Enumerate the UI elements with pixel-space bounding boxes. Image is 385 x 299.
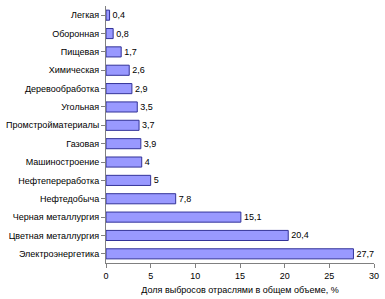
svg-text:20,4: 20,4 (291, 230, 309, 240)
svg-text:0: 0 (103, 271, 108, 281)
svg-text:Цветная металлургия: Цветная металлургия (9, 231, 100, 241)
svg-text:Газовая: Газовая (66, 139, 99, 149)
svg-text:3,9: 3,9 (144, 139, 157, 149)
svg-text:Легкая: Легкая (71, 10, 99, 20)
svg-text:Деревообработка: Деревообработка (25, 84, 99, 94)
svg-text:25: 25 (324, 271, 334, 281)
svg-text:10: 10 (190, 271, 200, 281)
svg-text:Электроэнергетика: Электроэнергетика (19, 249, 99, 259)
svg-text:2,9: 2,9 (135, 84, 148, 94)
svg-text:20: 20 (280, 271, 290, 281)
svg-text:Машиностроение: Машиностроение (26, 157, 99, 167)
svg-text:7,8: 7,8 (179, 194, 192, 204)
svg-text:5: 5 (148, 271, 153, 281)
svg-text:Доля выбросов отраслями в обще: Доля выбросов отраслями в общем объеме, … (141, 285, 338, 295)
svg-text:5: 5 (154, 175, 159, 185)
svg-text:1,7: 1,7 (124, 47, 137, 57)
svg-text:27,7: 27,7 (356, 249, 374, 259)
svg-text:Черная металлургия: Черная металлургия (13, 212, 99, 222)
svg-text:2,6: 2,6 (132, 65, 145, 75)
svg-text:15: 15 (235, 271, 245, 281)
svg-text:Нефтедобыча: Нефтедобыча (40, 194, 99, 204)
svg-text:4: 4 (145, 157, 150, 167)
svg-text:Промстройматериалы: Промстройматериалы (6, 120, 99, 130)
svg-text:15,1: 15,1 (244, 212, 262, 222)
svg-text:Угольная: Угольная (61, 102, 99, 112)
svg-text:Нефтепереработка: Нефтепереработка (18, 176, 99, 186)
svg-text:Химическая: Химическая (49, 65, 100, 75)
svg-text:30: 30 (369, 271, 379, 281)
svg-text:0,4: 0,4 (113, 10, 126, 20)
svg-text:3,5: 3,5 (140, 102, 153, 112)
svg-text:Пищевая: Пищевая (61, 47, 99, 57)
svg-text:0,8: 0,8 (116, 29, 129, 39)
svg-text:Оборонная: Оборонная (52, 29, 99, 39)
svg-text:3,7: 3,7 (142, 120, 155, 130)
